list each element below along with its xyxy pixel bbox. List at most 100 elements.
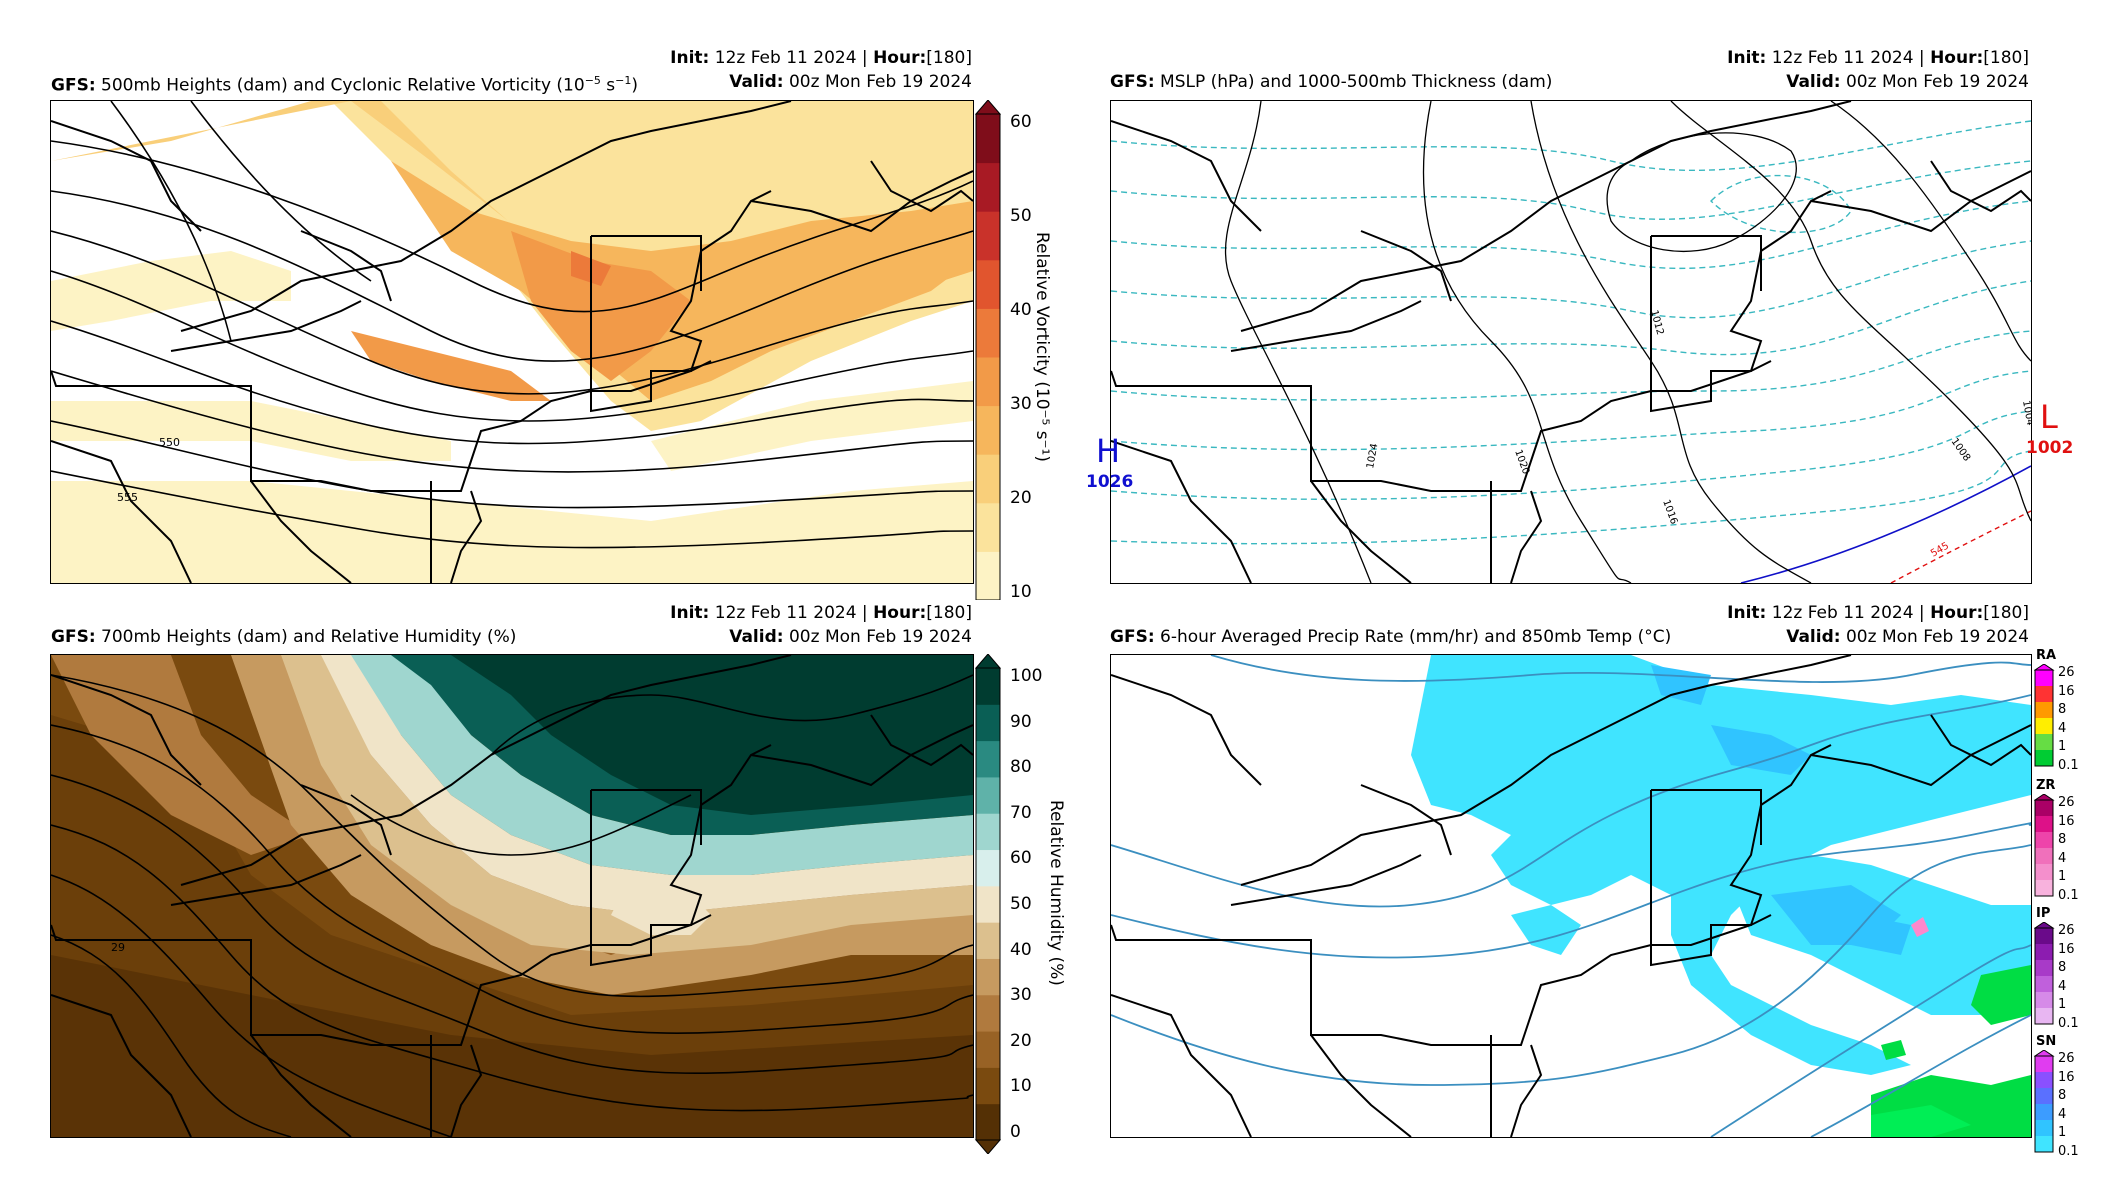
valid-line: Valid: 00z Mon Feb 19 2024 bbox=[1786, 627, 2029, 647]
ptype-arrow bbox=[2034, 922, 2055, 929]
colorbar-arrow-top bbox=[975, 100, 1001, 115]
ptype-swatch bbox=[2035, 1120, 2053, 1137]
ptype-swatch bbox=[2035, 848, 2053, 865]
ptype-tick-label: 26 bbox=[2058, 795, 2075, 810]
ptype-tick-label: 4 bbox=[2058, 720, 2067, 736]
colorbar-tick-label: 30 bbox=[1010, 394, 1032, 414]
ptype-tick-label: 0.1 bbox=[2058, 1144, 2079, 1159]
init-line: Init: 12z Feb 11 2024 | Hour:[180] bbox=[670, 48, 972, 68]
colorbar-swatch bbox=[976, 994, 1000, 1032]
ptype-swatch bbox=[2035, 944, 2053, 961]
ptype-swatch bbox=[2035, 734, 2053, 751]
ptype-tick-label: 8 bbox=[2058, 960, 2067, 976]
ptype-tick-label: 1 bbox=[2058, 1125, 2067, 1141]
colorbar-outline bbox=[975, 113, 1001, 600]
high-pressure-value: 1026 bbox=[1086, 472, 1134, 492]
low-pressure-symbol: L bbox=[2040, 398, 2058, 436]
ptype-tick-label: 26 bbox=[2058, 665, 2075, 680]
colorbar-swatch bbox=[976, 308, 1000, 358]
init-line: Init: 12z Feb 11 2024 | Hour:[180] bbox=[1727, 48, 2029, 68]
colorbar-swatch bbox=[976, 114, 1000, 164]
colorbar-swatch bbox=[976, 740, 1000, 778]
colorbar-swatch bbox=[976, 1031, 1000, 1068]
colorbar-swatch bbox=[976, 357, 1000, 407]
ptype-swatch bbox=[2035, 1072, 2053, 1089]
colorbar-tick-label: 60 bbox=[1010, 112, 1032, 132]
ptype-title: RA bbox=[2036, 648, 2057, 663]
ptype-colorbar bbox=[2034, 922, 2055, 1025]
ptype-tick-label: 0.1 bbox=[2058, 888, 2079, 903]
colorbar-tick-label: 40 bbox=[1010, 939, 1032, 960]
ptype-arrow bbox=[2034, 1050, 2055, 1057]
ptype-swatch bbox=[2035, 1056, 2053, 1073]
panel-title: GFS: 700mb Heights (dam) and Relative Hu… bbox=[51, 627, 517, 647]
contour-label-550: 550 bbox=[159, 436, 180, 449]
ptype-swatch bbox=[2035, 1088, 2053, 1105]
ptype-swatch bbox=[2035, 702, 2053, 719]
ptype-tick-label: 8 bbox=[2058, 1088, 2067, 1104]
ptype-tick-label: 0.1 bbox=[2058, 758, 2079, 773]
colorbar-swatch bbox=[976, 849, 1000, 887]
ptype-swatch bbox=[2035, 670, 2053, 687]
ptype-swatch bbox=[2035, 1008, 2053, 1025]
ptype-swatch bbox=[2035, 718, 2053, 735]
ptype-colorbar bbox=[2034, 664, 2055, 767]
colorbar-swatch bbox=[976, 668, 1000, 705]
colorbar-tick-label: 50 bbox=[1010, 894, 1032, 914]
ptype-swatch bbox=[2035, 960, 2053, 977]
ptype-swatch bbox=[2035, 992, 2053, 1009]
colorbar-tick-label: 20 bbox=[1010, 1030, 1032, 1051]
colorbar-outline bbox=[975, 667, 1001, 1141]
init-line: Init: 12z Feb 11 2024 | Hour:[180] bbox=[1727, 603, 2029, 623]
colorbar-vorticity bbox=[975, 100, 1001, 600]
colorbar-tick-label: 20 bbox=[1010, 488, 1032, 508]
colorbar-label: Relative Vorticity (10⁻⁵ s⁻¹) bbox=[1032, 232, 1052, 462]
panel-title: GFS: 6-hour Averaged Precip Rate (mm/hr)… bbox=[1110, 627, 1672, 647]
colorbar-swatch bbox=[976, 1103, 1000, 1141]
colorbar-swatch bbox=[976, 162, 1000, 212]
ptype-swatch bbox=[2035, 928, 2053, 945]
isobar-label: 1016 bbox=[1660, 498, 1679, 526]
ptype-colorbar bbox=[2034, 794, 2055, 897]
ptype-tick-label: 16 bbox=[2058, 1069, 2075, 1085]
colorbar-swatch bbox=[976, 704, 1000, 742]
ptype-arrow bbox=[2034, 794, 2055, 801]
colorbar-tick-label: 70 bbox=[1010, 802, 1032, 823]
colorbar-tick-label: 60 bbox=[1010, 848, 1032, 869]
panel-title: GFS: 500mb Heights (dam) and Cyclonic Re… bbox=[51, 74, 639, 96]
ptype-outline bbox=[2034, 1055, 2054, 1153]
map-precip bbox=[1110, 654, 2032, 1138]
valid-line: Valid: 00z Mon Feb 19 2024 bbox=[1786, 72, 2029, 92]
colorbar-arrow-top bbox=[975, 654, 1001, 669]
contour-label: 29 bbox=[111, 941, 125, 954]
colorbar-swatch bbox=[976, 776, 1000, 814]
ptype-tick-label: 4 bbox=[2058, 978, 2067, 994]
init-line: Init: 12z Feb 11 2024 | Hour:[180] bbox=[670, 603, 972, 623]
colorbar-swatch bbox=[976, 454, 1000, 504]
colorbar-swatch bbox=[976, 551, 1000, 600]
contour-label-555: 555 bbox=[117, 491, 138, 504]
ptype-tick-label: 16 bbox=[2058, 683, 2075, 699]
low-pressure-value: 1002 bbox=[2026, 438, 2074, 458]
ptype-title: ZR bbox=[2036, 778, 2056, 793]
ptype-tick-label: 26 bbox=[2058, 923, 2075, 938]
ptype-title: SN bbox=[2036, 1034, 2057, 1049]
valid-line: Valid: 00z Mon Feb 19 2024 bbox=[729, 627, 972, 647]
colorbar-swatch bbox=[976, 502, 1000, 552]
high-pressure-symbol: H bbox=[1096, 432, 1121, 470]
ptype-swatch bbox=[2035, 832, 2053, 849]
colorbar-swatch bbox=[976, 1067, 1000, 1105]
ptype-tick-label: 1 bbox=[2058, 869, 2067, 885]
ptype-title: IP bbox=[2036, 906, 2051, 921]
colorbar-tick-label: 40 bbox=[1010, 300, 1032, 320]
ptype-swatch bbox=[2035, 864, 2053, 881]
colorbar-label: Relative Humidity (%) bbox=[1046, 800, 1066, 986]
colorbar-tick-label: 100 bbox=[1010, 666, 1043, 686]
colorbar-swatch bbox=[976, 922, 1000, 959]
ptype-tick-label: 0.1 bbox=[2058, 1016, 2079, 1031]
ptype-tick-label: 16 bbox=[2058, 941, 2075, 957]
ptype-tick-label: 4 bbox=[2058, 850, 2067, 866]
ptype-tick-label: 8 bbox=[2058, 702, 2067, 718]
colorbar-swatch bbox=[976, 885, 1000, 923]
colorbar-rh bbox=[975, 654, 1001, 1154]
